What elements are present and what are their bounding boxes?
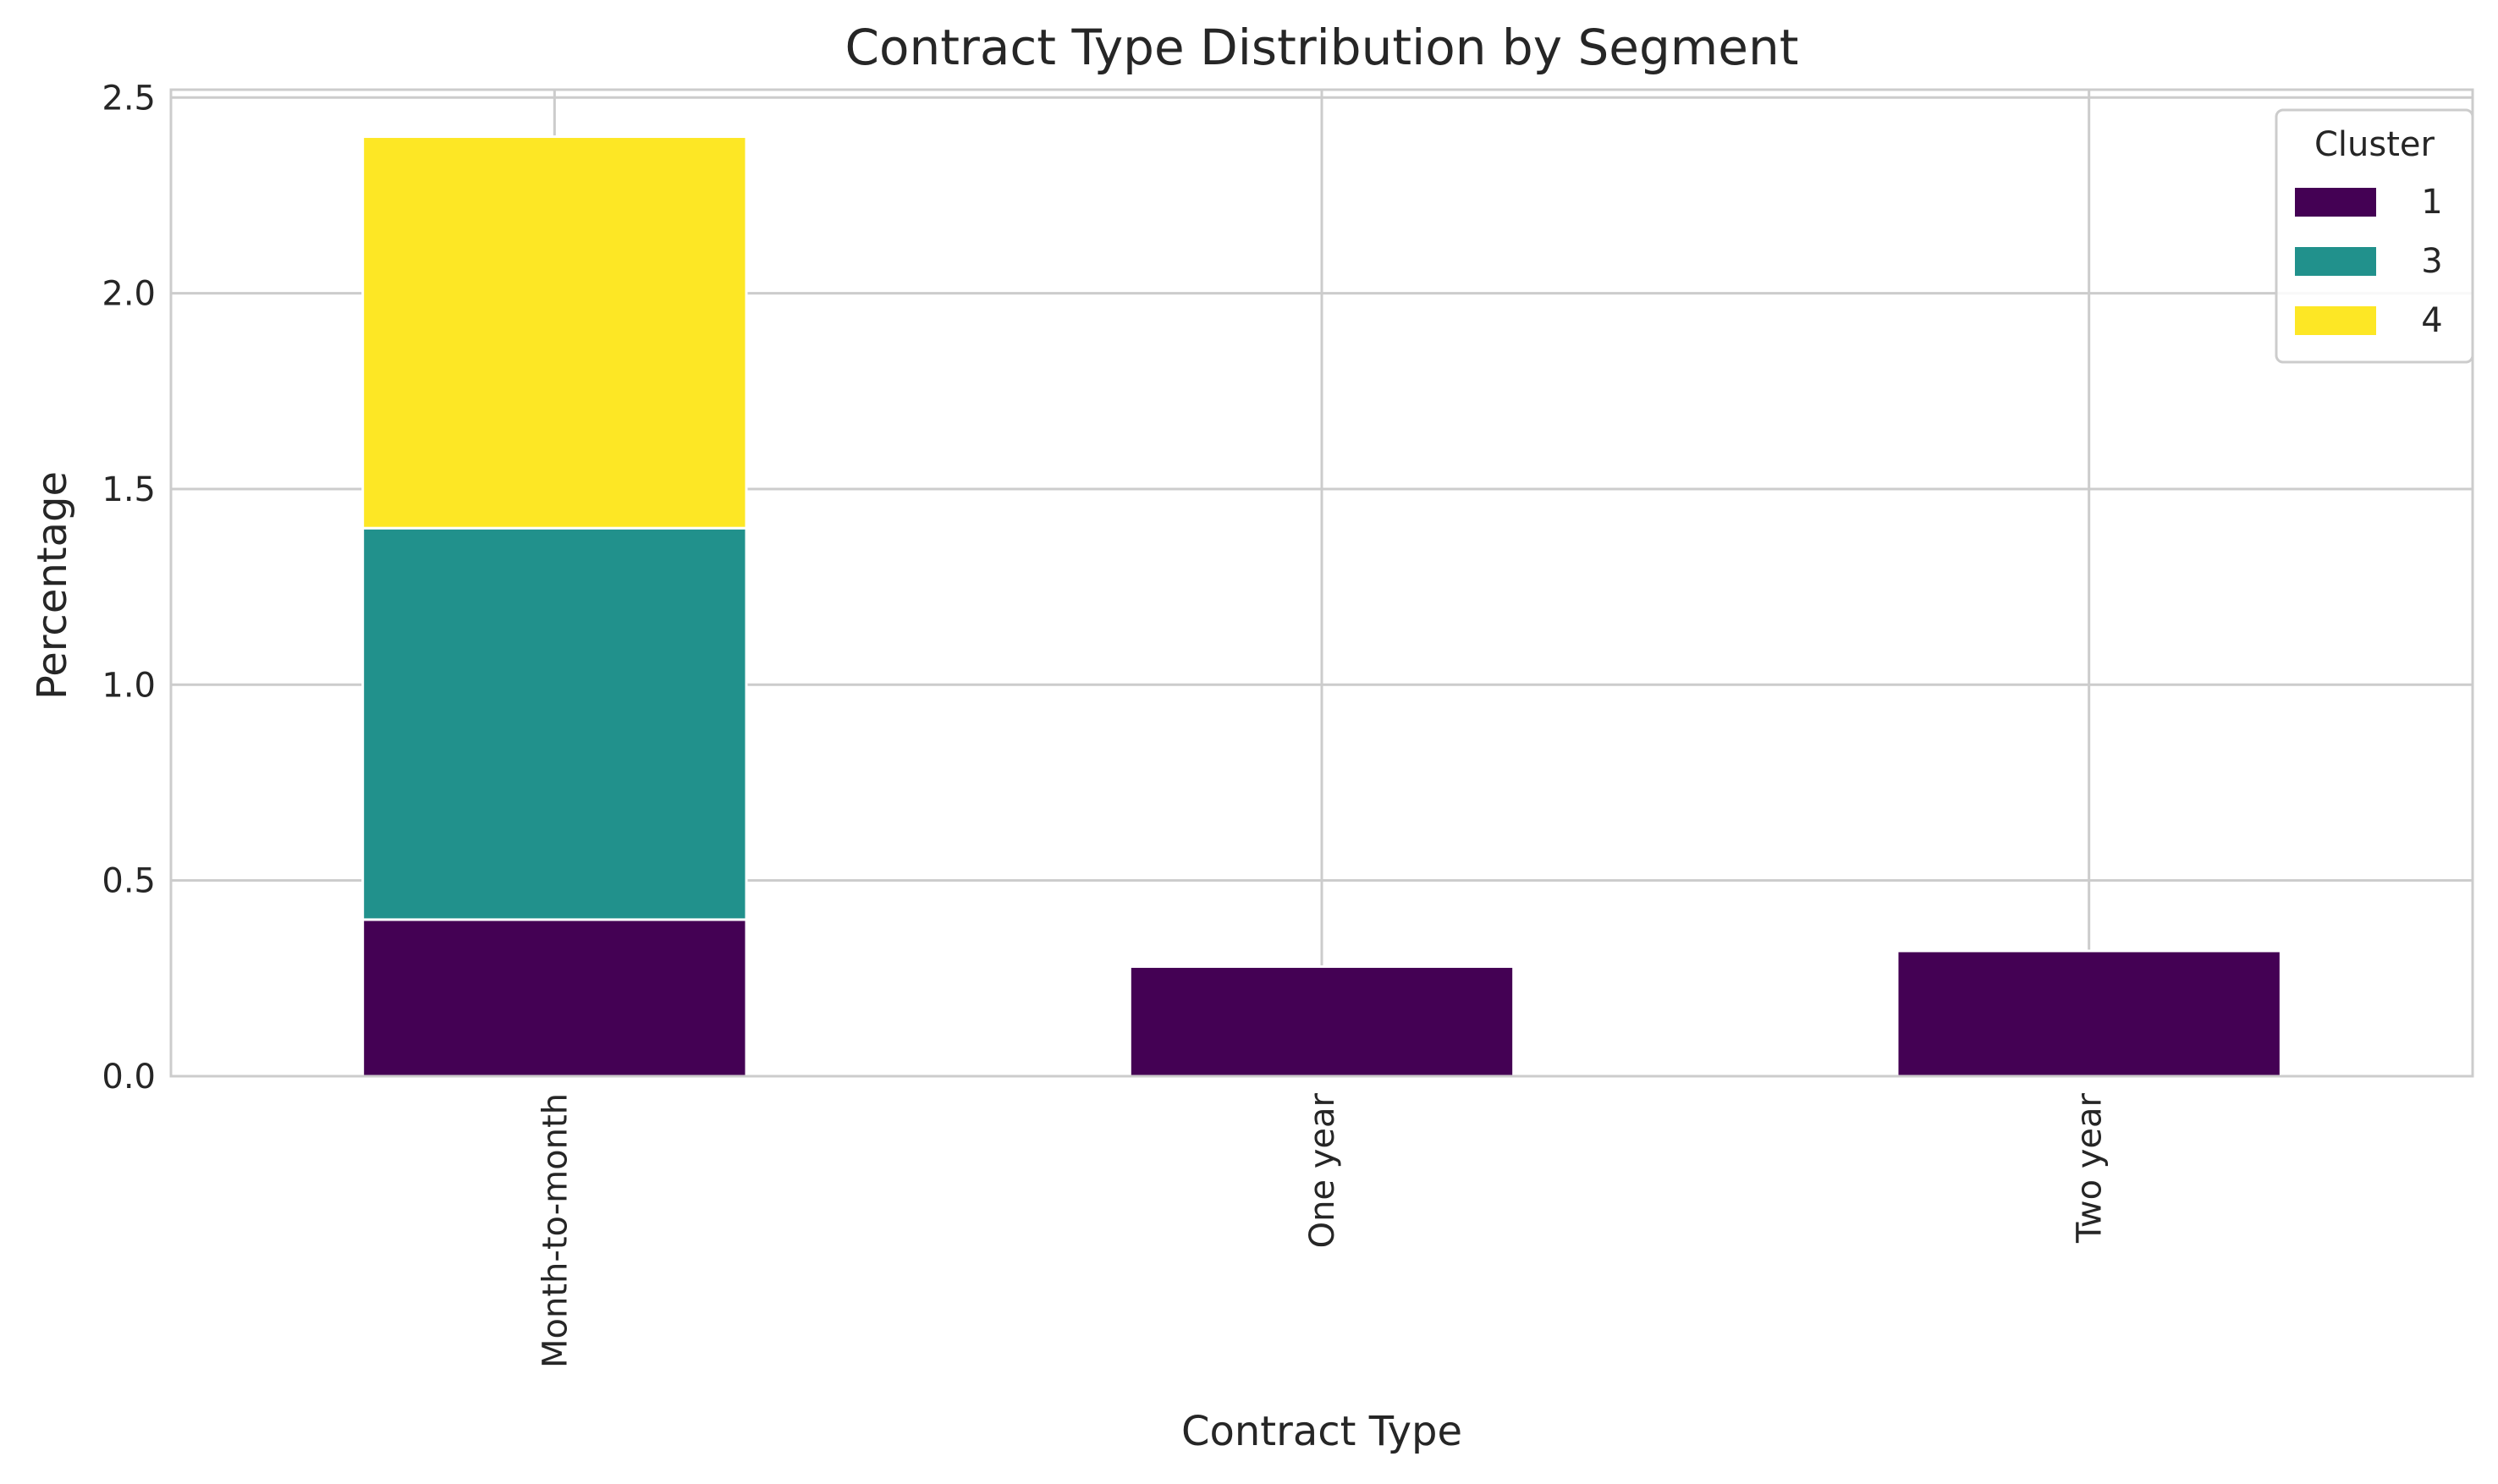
y-tick-label: 2.5 bbox=[102, 79, 156, 118]
legend-swatch bbox=[2295, 306, 2376, 335]
x-axis-label: Contract Type bbox=[1181, 1408, 1462, 1455]
bars-layer bbox=[361, 135, 2282, 1078]
plot-frame bbox=[169, 88, 2474, 1078]
bar-segment bbox=[1896, 949, 2282, 1078]
legend-label: 3 bbox=[2421, 242, 2442, 281]
y-tick-label: 1.5 bbox=[102, 470, 156, 509]
y-tick-label: 2.0 bbox=[102, 275, 156, 314]
legend-title: Cluster bbox=[2314, 125, 2435, 164]
bar-segment bbox=[361, 526, 748, 921]
legend: Cluster 1 3 4 bbox=[2275, 108, 2474, 364]
y-tick-label: 0.5 bbox=[102, 862, 156, 901]
y-ticks: 0.0 0.5 1.0 1.5 2.0 2.5 bbox=[102, 79, 156, 1097]
legend-entries: 1 3 4 bbox=[2295, 183, 2443, 340]
y-tick-label: 0.0 bbox=[102, 1058, 156, 1097]
legend-swatch bbox=[2295, 247, 2376, 276]
legend-label: 1 bbox=[2421, 183, 2442, 222]
chart-title: Contract Type Distribution by Segment bbox=[845, 19, 1799, 76]
y-tick-label: 1.0 bbox=[102, 666, 156, 705]
bar-segment bbox=[1128, 965, 1516, 1078]
legend-frame bbox=[2275, 108, 2474, 364]
y-axis-label: Percentage bbox=[29, 471, 76, 700]
x-tick-label: One year bbox=[1303, 1092, 1342, 1248]
legend-label: 4 bbox=[2421, 301, 2442, 340]
bar-segment bbox=[361, 918, 748, 1078]
x-tick-label: Two year bbox=[2071, 1092, 2110, 1244]
bar-segment bbox=[361, 135, 748, 530]
legend-swatch bbox=[2295, 188, 2376, 217]
x-ticks: Month-to-month One year Two year bbox=[536, 1092, 2109, 1368]
x-tick-label: Month-to-month bbox=[536, 1093, 575, 1368]
